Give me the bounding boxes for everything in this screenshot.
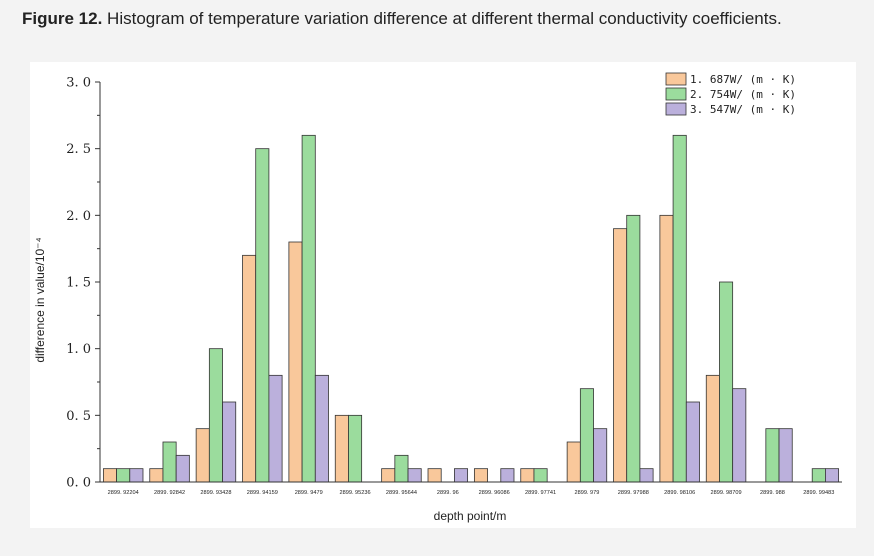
bar xyxy=(175,454,190,483)
y-tick-label: 2. 0 xyxy=(66,209,91,224)
y-axis-title: difference in value/10⁻⁴ xyxy=(33,237,47,362)
bar xyxy=(500,468,515,483)
x-tick-label: 2899. 96086 xyxy=(479,490,510,496)
y-tick-label: 0. 0 xyxy=(66,476,91,491)
bar xyxy=(288,241,303,483)
bar xyxy=(381,468,396,483)
bar xyxy=(454,468,469,483)
bar xyxy=(626,214,641,483)
x-tick-label: 2899. 92842 xyxy=(154,490,185,496)
x-tick-label: 2899. 96 xyxy=(437,490,459,496)
bar xyxy=(348,414,363,483)
bar xyxy=(314,374,329,483)
x-tick-label: 2899. 95644 xyxy=(386,490,417,496)
bar xyxy=(116,468,131,483)
bar xyxy=(685,401,700,483)
bar xyxy=(222,401,237,483)
bars-layer xyxy=(102,134,840,483)
legend-label: 2. 754W/ (m · K) xyxy=(690,88,796,101)
axes-layer: 0. 0 0. 5 1. 0 1. 5 2. 0 2. 5 3. 0 2899. 92204 2… xyxy=(66,76,842,496)
plot-panel: 0. 0 0. 5 1. 0 1. 5 2. 0 2. 5 3. 0 2899. 92204 2… xyxy=(30,62,856,528)
y-tick-label: 2. 5 xyxy=(66,142,91,157)
bar xyxy=(242,254,257,483)
x-tick-label: 2899. 98106 xyxy=(664,490,695,496)
bar xyxy=(407,468,422,483)
bar xyxy=(162,441,177,483)
bar xyxy=(825,468,840,483)
bar xyxy=(149,468,164,483)
y-tick-label: 3. 0 xyxy=(66,76,91,91)
bar xyxy=(427,468,442,483)
bar xyxy=(778,428,793,483)
bar xyxy=(659,214,674,483)
legend-label: 1. 687W/ (m · K) xyxy=(690,73,796,86)
bar xyxy=(566,441,581,483)
bar xyxy=(719,281,734,483)
bar xyxy=(672,134,687,483)
legend: 1. 687W/ (m · K) 2. 754W/ (m · K) 3. 547W/… xyxy=(665,72,796,116)
x-tick-label: 2899. 99483 xyxy=(803,490,834,496)
x-tick-label: 2899. 9479 xyxy=(295,490,323,496)
x-tick-label: 2899. 98709 xyxy=(711,490,742,496)
x-tick-label: 2899. 979 xyxy=(574,490,599,496)
bar xyxy=(811,468,826,483)
legend-swatch xyxy=(665,72,687,86)
bar xyxy=(129,468,144,483)
histogram-chart: 0. 0 0. 5 1. 0 1. 5 2. 0 2. 5 3. 0 2899. 92204 2… xyxy=(33,72,842,523)
legend-label: 3. 547W/ (m · K) xyxy=(690,103,796,116)
x-axis-title: depth point/m xyxy=(434,509,507,523)
figure-caption: Figure 12. Histogram of temperature vari… xyxy=(22,6,862,31)
bar xyxy=(705,374,720,483)
x-tick-label: 2899. 97988 xyxy=(618,490,649,496)
y-tick-label: 1. 5 xyxy=(66,276,91,291)
bar xyxy=(394,454,409,483)
bar xyxy=(334,414,349,483)
bar xyxy=(520,468,535,483)
bar xyxy=(613,228,628,483)
x-tick-label: 2899. 97741 xyxy=(525,490,556,496)
bar xyxy=(765,428,780,483)
x-tick-label: 2899. 988 xyxy=(760,490,785,496)
x-tick-label: 2899. 95236 xyxy=(340,490,371,496)
x-tick-label: 2899. 94159 xyxy=(247,490,278,496)
bar xyxy=(208,348,223,483)
legend-swatch xyxy=(665,102,687,116)
bar xyxy=(301,134,316,483)
figure-label: Figure 12. xyxy=(22,9,103,28)
x-tick-label: 2899. 93428 xyxy=(200,490,231,496)
bar xyxy=(579,388,594,483)
legend-swatch xyxy=(665,87,687,101)
x-tick-label: 2899. 92204 xyxy=(108,490,139,496)
y-tick-label: 0. 5 xyxy=(66,409,91,424)
y-tick-label: 1. 0 xyxy=(66,342,91,357)
bar xyxy=(593,428,608,483)
bar xyxy=(639,468,654,483)
bar xyxy=(255,148,270,483)
bar xyxy=(102,468,117,483)
bar xyxy=(533,468,548,483)
bar xyxy=(268,374,283,483)
figure-caption-text: Histogram of temperature variation diffe… xyxy=(102,9,782,28)
bar xyxy=(473,468,488,483)
bar xyxy=(195,428,210,483)
bar xyxy=(732,388,747,483)
